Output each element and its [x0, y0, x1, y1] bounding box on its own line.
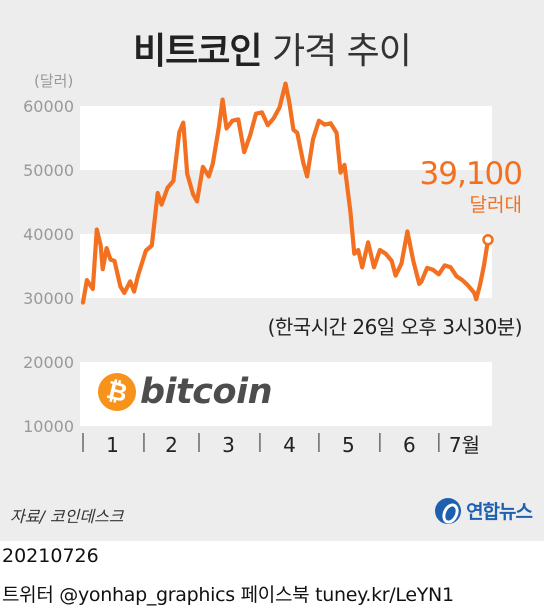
latest-price-value: 39,100 — [419, 156, 523, 192]
title-light: 가격 추이 — [272, 31, 412, 72]
publish-date: 20210726 — [2, 545, 99, 567]
source-note: 자료/ 코인데스크 — [10, 507, 124, 526]
latest-price-point — [482, 234, 494, 246]
y-tick-label: 50000 — [23, 161, 74, 180]
y-tick-label: 20000 — [23, 353, 74, 372]
x-month-label: 7월 — [449, 433, 480, 457]
latest-price-annotation: 39,100 달러대 — [419, 156, 523, 217]
chart-title: 비트코인 가격 추이 — [0, 22, 544, 74]
y-tick-label: 40000 — [23, 225, 74, 244]
x-month-label: 5 — [342, 433, 355, 457]
social-credit: 트위터 @yonhap_graphics 페이스북 tuney.kr/LeYN1 — [2, 584, 454, 606]
grid-bands — [80, 106, 492, 426]
agency-logo: 연합뉴스 — [435, 497, 533, 524]
bitcoin-logo-icon: ₿ — [93, 368, 141, 416]
agency-name: 연합뉴스 — [466, 501, 533, 523]
price-series-line — [80, 81, 491, 305]
x-month-label: 6 — [403, 433, 416, 457]
x-month-label: 3 — [222, 433, 235, 457]
timestamp-note: (한국시간 26일 오후 3시30분) — [267, 315, 523, 339]
x-month-label: 2 — [165, 433, 178, 457]
x-axis-ticks: 1 2 3 4 5 6 7월 — [82, 433, 480, 457]
yonhap-logo-icon — [435, 497, 462, 524]
y-axis-unit-label: (달러) — [34, 72, 73, 90]
title-bold: 비트코인 — [133, 31, 262, 72]
y-tick-label: 30000 — [23, 289, 74, 308]
x-month-label: 4 — [283, 433, 296, 457]
grid-band — [80, 362, 492, 426]
series-layer — [80, 81, 494, 305]
y-tick-label: 60000 — [23, 97, 74, 116]
grid-band — [80, 106, 492, 170]
y-axis-ticks: (달러) 10000 20000 30000 40000 50000 60000 — [23, 72, 74, 436]
bitcoin-wordmark: bitcoin — [140, 372, 273, 412]
y-tick-label: 10000 — [23, 417, 74, 436]
latest-price-unit: 달러대 — [469, 194, 522, 216]
grid-band — [80, 234, 492, 298]
bitcoin-logo: ₿ bitcoin — [93, 368, 273, 416]
price-line-chart: (달러) 10000 20000 30000 40000 50000 60000 1 2 3 4 5… — [23, 72, 494, 457]
x-month-label: 1 — [106, 433, 119, 457]
